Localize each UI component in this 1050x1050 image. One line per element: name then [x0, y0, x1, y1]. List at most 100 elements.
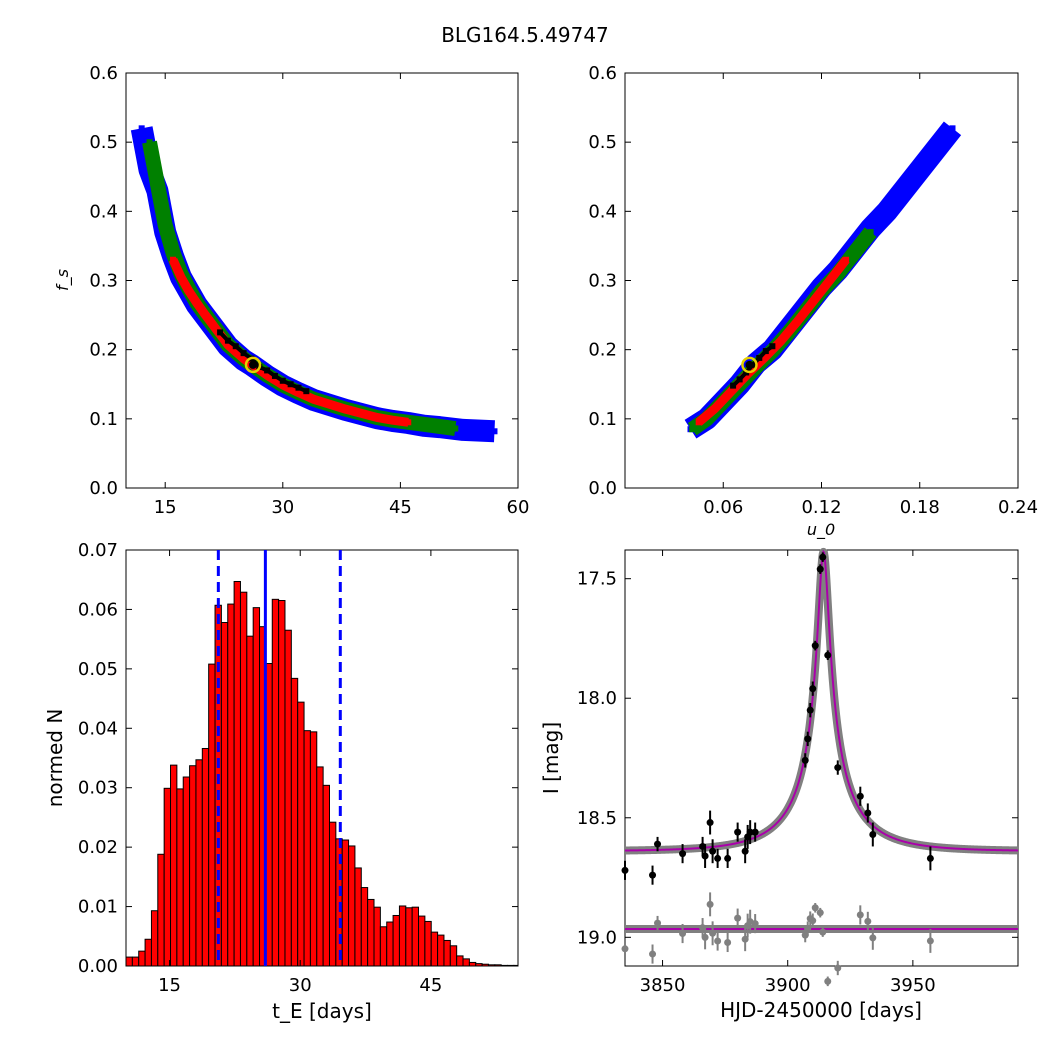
scatter-point	[405, 419, 412, 426]
scatter-point	[240, 355, 247, 362]
histogram-bar	[201, 747, 210, 967]
histogram-bar	[348, 845, 356, 967]
histogram-bar	[354, 867, 362, 967]
y-tick-label: 0.5	[89, 132, 118, 153]
scatter-point	[900, 187, 907, 194]
scatter-point	[279, 377, 286, 384]
histogram-bar	[182, 776, 191, 967]
residual-point	[714, 937, 722, 945]
scatter-point	[177, 274, 184, 281]
scatter-point	[232, 348, 239, 355]
histogram-bar	[150, 910, 159, 967]
best-fit-point	[249, 360, 258, 369]
y-tick-label: 18.0	[577, 688, 617, 709]
panel-fs-vs-tE: 15 30 45 60 0.0 0.1 0.2 0.3 0.4 0.5 0.6 f_s	[53, 63, 529, 518]
scatter-point	[826, 277, 833, 284]
histogram-bar	[481, 963, 489, 967]
histogram-bar	[138, 950, 146, 967]
histogram-bar	[163, 787, 172, 967]
data-point	[701, 852, 709, 860]
data-point	[751, 828, 759, 836]
scatter-point	[736, 376, 743, 383]
x-tick-label: 60	[507, 497, 530, 518]
data-point	[654, 840, 662, 848]
best-fit-ring	[741, 356, 758, 374]
histogram-bar	[494, 964, 502, 967]
y-tick-label: 0.4	[89, 201, 118, 222]
scatter-point	[793, 319, 800, 325]
scatter-point	[209, 321, 216, 328]
residual-point	[811, 904, 819, 912]
data-point	[811, 642, 819, 650]
x-tick-label: 45	[389, 497, 412, 518]
scatter-point	[762, 348, 769, 355]
panel-light-curve: 3850 3900 3950 17.5 18.0 18.5 19.0 HJD-2450000…	[539, 547, 1022, 1022]
light-curve-ticks: 3850 3900 3950 17.5 18.0 18.5 19.0	[577, 550, 1018, 996]
scatter-point	[761, 354, 768, 361]
x-tick-label: 0.12	[801, 497, 841, 518]
panel-tE-histogram: 15 30 45 0.00 0.01 0.02 0.03 0.04 0.05 0.06 0.07 t…	[43, 540, 519, 1023]
histogram-xlabel: t_E [days]	[272, 999, 372, 1023]
scatter-point	[420, 421, 427, 428]
data-point	[706, 819, 714, 827]
histogram-bar	[405, 907, 413, 967]
histogram-bar	[322, 784, 330, 967]
data-point	[824, 651, 832, 659]
histogram-bars-group	[125, 550, 519, 967]
data-point	[724, 854, 732, 862]
residual-point	[864, 917, 872, 925]
scatter-point	[240, 350, 247, 357]
scatter-point	[712, 405, 719, 412]
residual-point	[621, 945, 629, 953]
scatter-point	[154, 180, 161, 187]
x-tick-label: 0.24	[998, 497, 1038, 518]
best-fit-ring	[244, 356, 262, 374]
histogram-bar	[297, 701, 305, 967]
scatter-point	[491, 428, 498, 435]
histogram-bar	[252, 607, 261, 967]
histogram-bar	[418, 915, 426, 967]
data-point	[649, 871, 657, 879]
residual-point	[824, 977, 832, 985]
y-tick-label: 0.0	[588, 478, 617, 499]
scatter-point	[373, 414, 380, 421]
histogram-bar	[398, 905, 407, 967]
scatter-point	[185, 287, 192, 294]
data-point	[809, 685, 817, 693]
histogram-bar	[468, 961, 477, 967]
histogram-bar	[246, 635, 254, 967]
histogram-bar	[430, 931, 439, 967]
scatter-point	[279, 381, 286, 388]
scatter-point	[326, 401, 333, 408]
scatter-point	[756, 354, 763, 361]
scatter-point	[916, 166, 923, 173]
residual-point	[834, 964, 842, 972]
histogram-bar	[227, 603, 235, 967]
residual-point	[809, 917, 817, 925]
scatter-point	[460, 426, 467, 433]
y-tick-label: 0.1	[588, 409, 617, 430]
scatter-point	[224, 341, 231, 348]
histogram-bar	[487, 964, 496, 967]
x-tick-label: 3850	[640, 975, 686, 996]
histogram-bar	[220, 622, 229, 967]
histogram-bar	[328, 821, 337, 967]
histogram-bar	[284, 629, 292, 967]
histogram-bar	[144, 938, 152, 967]
scatter-point	[389, 417, 396, 424]
x-tick-label: 30	[271, 497, 294, 518]
scatter-point	[695, 419, 702, 426]
fs-tE-ticks: 15 30 45 60 0.0 0.1 0.2 0.3 0.4 0.5 0.6	[89, 63, 529, 518]
y-tick-label: 0.01	[78, 897, 118, 918]
scatter-point	[851, 249, 858, 256]
y-tick-label: 0.00	[78, 956, 118, 977]
histogram-bar	[239, 591, 248, 967]
scatter-point	[264, 372, 271, 379]
scatter-point	[884, 208, 890, 215]
y-tick-label: 0.6	[588, 63, 617, 84]
histogram-bar	[170, 764, 178, 967]
y-tick-label: 0.0	[89, 478, 118, 499]
data-point	[856, 792, 864, 800]
histogram-bar	[379, 926, 388, 967]
